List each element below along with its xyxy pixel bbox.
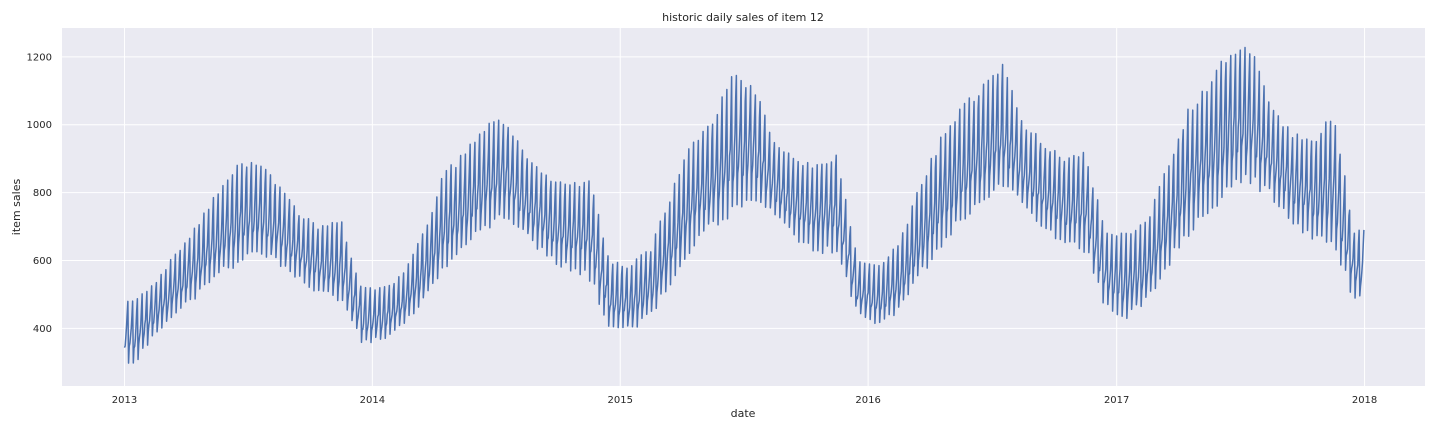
x-tick-label: 2017 [1104, 395, 1129, 406]
x-axis-label: date [731, 407, 756, 420]
x-tick-label: 2014 [360, 395, 385, 406]
y-tick-label: 800 [33, 188, 52, 199]
y-tick-label: 400 [33, 324, 52, 335]
y-tick-label: 600 [33, 256, 52, 267]
x-tick-label: 2015 [608, 395, 633, 406]
daily-sales-line [123, 46, 1365, 364]
y-tick-labels: 400 600 800 1000 1200 [27, 52, 52, 334]
y-tick-label: 1200 [27, 52, 52, 63]
x-tick-labels: 2013 2014 2015 2016 2017 2018 [112, 395, 1378, 406]
x-tick-label: 2013 [112, 395, 137, 406]
x-tick-label: 2018 [1352, 395, 1377, 406]
y-tick-label: 1000 [27, 120, 52, 131]
y-axis-label: item sales [10, 179, 23, 236]
x-tick-label: 2016 [855, 395, 880, 406]
chart-title: historic daily sales of item 12 [662, 11, 824, 24]
